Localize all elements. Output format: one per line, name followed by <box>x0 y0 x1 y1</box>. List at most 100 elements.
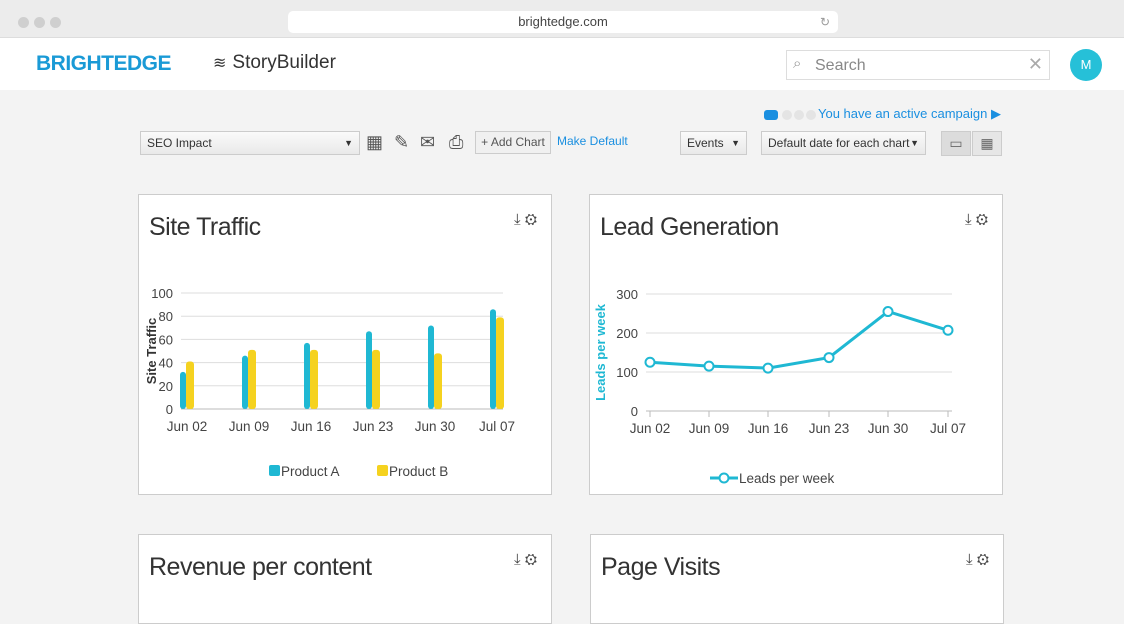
y-tick-label: 60 <box>159 332 173 347</box>
url-text: brightedge.com <box>518 14 608 29</box>
chevron-down-icon: ▼ <box>731 138 740 148</box>
pdf-icon[interactable]: ⎙ <box>449 132 464 152</box>
x-tick-label: Jun 30 <box>415 419 456 434</box>
layers-icon: ≋ <box>213 55 227 72</box>
bar-product-b <box>372 349 380 409</box>
legend-label: Product A <box>281 464 340 479</box>
x-tick-label: Jun 23 <box>809 421 850 436</box>
legend-label: Product B <box>389 464 448 479</box>
address-bar[interactable]: brightedge.com ↻ <box>288 11 838 33</box>
data-point <box>762 362 774 374</box>
y-tick-label: 40 <box>159 356 173 371</box>
y-axis-label: Leads per week <box>593 303 608 401</box>
bar-product-a <box>242 355 248 409</box>
chevron-down-icon: ▼ <box>344 138 353 148</box>
download-icon[interactable]: ⤓ <box>514 211 521 228</box>
gear-icon[interactable]: ⚙ <box>524 551 537 568</box>
y-tick-label: 20 <box>159 379 173 394</box>
y-tick-label: 0 <box>631 404 638 419</box>
dashboard-value: SEO Impact <box>147 136 212 150</box>
x-tick-label: Jul 07 <box>479 419 515 434</box>
avatar[interactable]: M <box>1070 49 1102 81</box>
campaign-notice[interactable]: You have an active campaign ▶ <box>764 106 1001 122</box>
legend-label: Leads per week <box>739 471 835 486</box>
download-icon[interactable]: ⤓ <box>966 551 973 568</box>
bar-product-b <box>310 349 318 409</box>
logo[interactable]: BRIGHTEDGE <box>36 52 172 75</box>
card-title: Lead Generation <box>600 213 779 241</box>
maximize-window-button[interactable] <box>50 17 61 28</box>
download-icon[interactable]: ⤓ <box>514 551 521 568</box>
y-tick-label: 200 <box>616 326 638 341</box>
legend-marker <box>718 472 730 484</box>
bar-product-a <box>180 371 186 409</box>
edit-icon[interactable]: ✎ <box>394 132 410 152</box>
bar-product-a <box>366 331 372 409</box>
y-tick-label: 80 <box>159 309 173 324</box>
x-tick-label: Jun 23 <box>353 419 394 434</box>
search-icon: ⌕ <box>793 55 802 72</box>
bar-product-a <box>490 309 496 409</box>
x-tick-label: Jul 07 <box>930 421 966 436</box>
x-tick-label: Jun 09 <box>229 419 270 434</box>
bar-product-a <box>304 342 310 409</box>
bar-product-a <box>428 325 434 409</box>
single-column-view-button[interactable]: ▭ <box>941 131 971 156</box>
lead-generation-card: Lead Generation ⤓ ⚙ 0 100 200 300 Jun 02 Jun … <box>589 194 1003 495</box>
gear-icon[interactable]: ⚙ <box>975 211 988 228</box>
x-tick-label: Jun 16 <box>748 421 789 436</box>
make-default-link[interactable]: Make Default <box>557 134 628 148</box>
data-point <box>703 360 715 372</box>
browser-chrome: brightedge.com ↻ <box>0 0 1124 38</box>
card-title: Site Traffic <box>149 213 261 241</box>
card-title: Page Visits <box>601 553 721 581</box>
campaign-text: You have an active campaign ▶ <box>818 106 1001 121</box>
site-traffic-card: Site Traffic ⤓ ⚙ 0 20 40 60 80 100 Jun 02 Jun 0… <box>138 194 552 495</box>
data-point <box>823 352 835 364</box>
events-select[interactable]: Events ▼ <box>680 131 747 155</box>
y-tick-label: 100 <box>151 286 173 301</box>
bar-product-b <box>496 317 504 409</box>
reload-icon[interactable]: ↻ <box>819 15 830 29</box>
date-value: Default date for each chart <box>768 136 910 150</box>
y-axis-label: Site Traffic <box>144 318 159 384</box>
page-visits-card: Page Visits ⤓ ⚙ <box>590 534 1004 624</box>
bar-product-b <box>186 361 194 409</box>
dashboard-select[interactable]: SEO Impact ▼ <box>140 131 360 155</box>
chevron-down-icon: ▼ <box>910 138 919 148</box>
app-name: StoryBuilder <box>232 52 336 73</box>
add-chart-button[interactable]: + Add Chart <box>475 131 551 154</box>
revenue-card: Revenue per content ⤓ ⚙ <box>138 534 552 624</box>
clear-icon[interactable]: ✕ <box>1027 54 1043 74</box>
gear-icon[interactable]: ⚙ <box>976 551 989 568</box>
date-select[interactable]: Default date for each chart ▼ <box>761 131 926 155</box>
legend-swatch <box>377 465 388 476</box>
search-input[interactable]: ⌕ Search ✕ <box>786 50 1050 80</box>
add-widget-icon[interactable]: ▦ <box>366 132 384 152</box>
x-tick-label: Jun 02 <box>167 419 208 434</box>
events-value: Events <box>687 136 724 150</box>
y-tick-label: 0 <box>166 402 173 417</box>
data-point <box>942 324 954 336</box>
close-window-button[interactable] <box>18 17 29 28</box>
x-tick-label: Jun 30 <box>868 421 909 436</box>
series-line <box>649 309 949 370</box>
data-point <box>644 356 656 368</box>
data-point <box>882 306 894 318</box>
gear-icon[interactable]: ⚙ <box>524 211 537 228</box>
site-traffic-chart: 0 20 40 60 80 100 Jun 02 Jun 09 Jun 16 Jun 23 Jun … <box>144 286 515 479</box>
campaign-indicator-icon <box>764 109 778 120</box>
search-placeholder: Search <box>815 57 866 74</box>
app-header: BRIGHTEDGE ≋ StoryBuilder ⌕ Search ✕ M <box>0 38 1124 90</box>
grid-view-button[interactable]: ▦ <box>972 131 1002 156</box>
x-tick-label: Jun 16 <box>291 419 332 434</box>
lead-generation-chart: 0 100 200 300 Jun 02 Jun 09 Jun 16 Jun 23 Jun 30… <box>593 287 966 486</box>
bar-product-b <box>248 349 256 409</box>
storybuilder-nav[interactable]: ≋ StoryBuilder <box>213 52 336 74</box>
mail-icon[interactable]: ✉ <box>420 132 436 152</box>
x-tick-label: Jun 09 <box>689 421 730 436</box>
x-tick-label: Jun 02 <box>630 421 671 436</box>
minimize-window-button[interactable] <box>34 17 45 28</box>
download-icon[interactable]: ⤓ <box>965 211 972 228</box>
card-title: Revenue per content <box>149 553 372 581</box>
